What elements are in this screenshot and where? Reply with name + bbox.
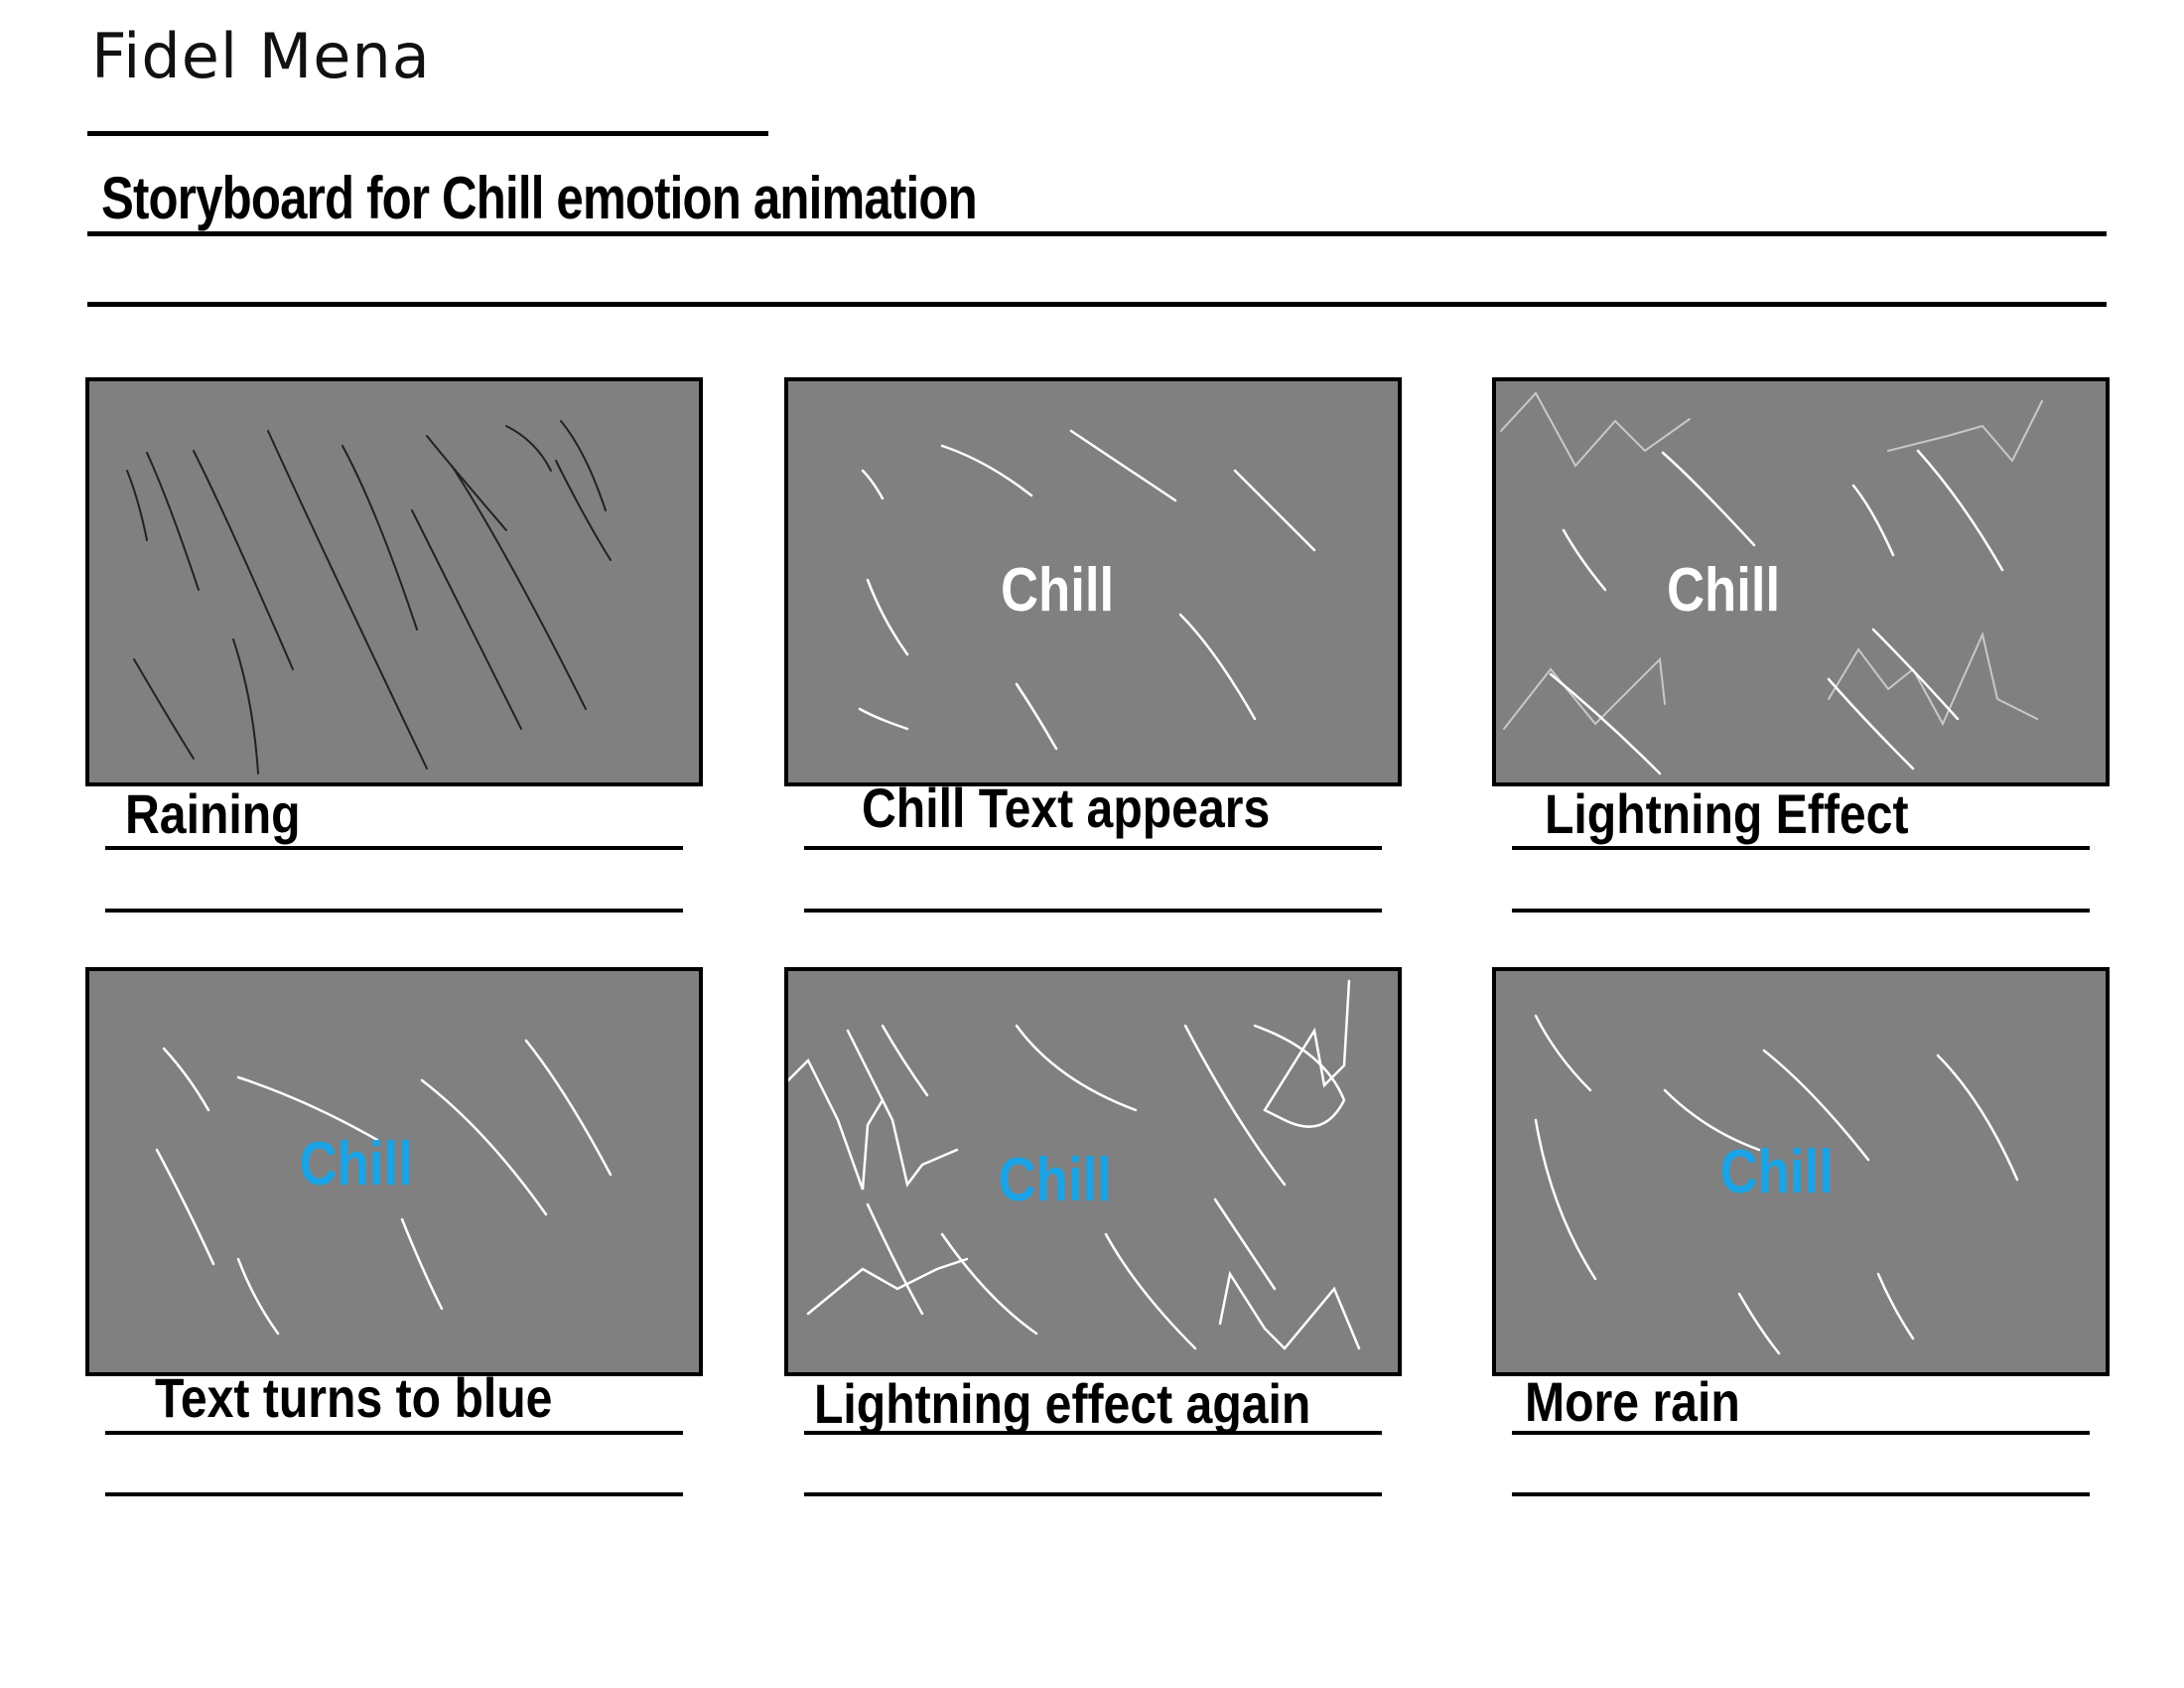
caption-line-1b: [105, 909, 683, 913]
rain-strokes: [858, 429, 1316, 751]
panel-caption-5: Lightning effect again: [814, 1372, 1311, 1435]
lightning-and-rain-strokes: [1500, 391, 2043, 775]
title-underline: [87, 231, 2107, 236]
storyboard-frame-4: Chill: [85, 967, 703, 1376]
caption-line-1a: [105, 846, 683, 850]
caption-line-2b: [804, 909, 1382, 913]
storyboard-frame-2: Chill: [784, 377, 1402, 786]
chill-text: Chill: [1667, 556, 1781, 625]
panel-caption-4: Text turns to blue: [155, 1366, 553, 1429]
lightning-and-rain-strokes: [788, 979, 1361, 1350]
caption-line-2a: [804, 846, 1382, 850]
author-underline: [87, 131, 768, 136]
chill-text: Chill: [300, 1130, 414, 1198]
chill-text: Chill: [1720, 1138, 1835, 1206]
rain-strokes: [155, 1039, 613, 1336]
rain-strokes: [126, 420, 612, 774]
caption-line-6b: [1512, 1492, 2090, 1496]
panel-caption-6: More rain: [1525, 1370, 1740, 1433]
panel-caption-3: Lightning Effect: [1545, 782, 1909, 845]
caption-line-5b: [804, 1492, 1382, 1496]
chill-text: Chill: [1001, 556, 1115, 625]
caption-line-5a: [804, 1431, 1382, 1435]
caption-line-6a: [1512, 1431, 2090, 1435]
caption-line-3a: [1512, 846, 2090, 850]
caption-line-4a: [105, 1431, 683, 1435]
storyboard-frame-3: Chill: [1492, 377, 2110, 786]
rain-strokes: [1534, 1014, 2019, 1355]
page-title: Storyboard for Chill emotion animation: [101, 165, 978, 231]
chill-text: Chill: [999, 1146, 1113, 1214]
panel-caption-1: Raining: [125, 782, 301, 845]
storyboard-frame-1: [85, 377, 703, 786]
panel-caption-2: Chill Text appears: [862, 776, 1271, 839]
storyboard-frame-6: Chill: [1492, 967, 2110, 1376]
author-name: Fidel Mena: [91, 20, 431, 92]
caption-line-4b: [105, 1492, 683, 1496]
storyboard-frame-5: Chill: [784, 967, 1402, 1376]
caption-line-3b: [1512, 909, 2090, 913]
title-second-line: [87, 302, 2107, 307]
